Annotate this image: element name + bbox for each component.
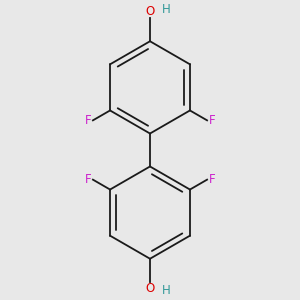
Text: H: H — [162, 284, 171, 297]
Text: F: F — [85, 173, 91, 186]
Text: F: F — [209, 173, 215, 186]
Text: O: O — [146, 5, 154, 18]
Text: F: F — [209, 114, 215, 127]
Text: O: O — [146, 282, 154, 295]
Text: F: F — [85, 114, 91, 127]
Text: H: H — [162, 3, 171, 16]
